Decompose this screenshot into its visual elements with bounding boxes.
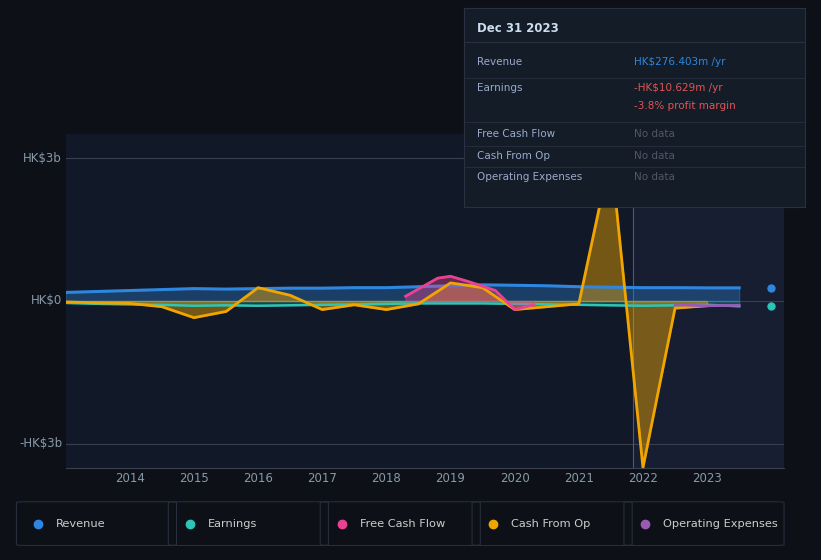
Text: Free Cash Flow: Free Cash Flow xyxy=(478,129,556,139)
Text: Cash From Op: Cash From Op xyxy=(511,519,591,529)
Text: HK$0: HK$0 xyxy=(31,295,62,307)
Text: HK$276.403m /yr: HK$276.403m /yr xyxy=(635,57,726,67)
Text: -HK$3b: -HK$3b xyxy=(19,437,62,450)
Text: Cash From Op: Cash From Op xyxy=(478,151,551,161)
Text: Operating Expenses: Operating Expenses xyxy=(478,172,583,183)
Text: -3.8% profit margin: -3.8% profit margin xyxy=(635,101,736,111)
Text: No data: No data xyxy=(635,172,675,183)
Text: Operating Expenses: Operating Expenses xyxy=(663,519,778,529)
Text: Earnings: Earnings xyxy=(208,519,257,529)
Text: No data: No data xyxy=(635,151,675,161)
Text: -HK$10.629m /yr: -HK$10.629m /yr xyxy=(635,83,722,93)
Text: Free Cash Flow: Free Cash Flow xyxy=(360,519,445,529)
Text: Dec 31 2023: Dec 31 2023 xyxy=(478,22,559,35)
Text: Earnings: Earnings xyxy=(478,83,523,93)
Text: Revenue: Revenue xyxy=(478,57,523,67)
Bar xyxy=(633,134,784,468)
Text: Revenue: Revenue xyxy=(56,519,105,529)
Text: HK$3b: HK$3b xyxy=(23,152,62,165)
Text: No data: No data xyxy=(635,129,675,139)
